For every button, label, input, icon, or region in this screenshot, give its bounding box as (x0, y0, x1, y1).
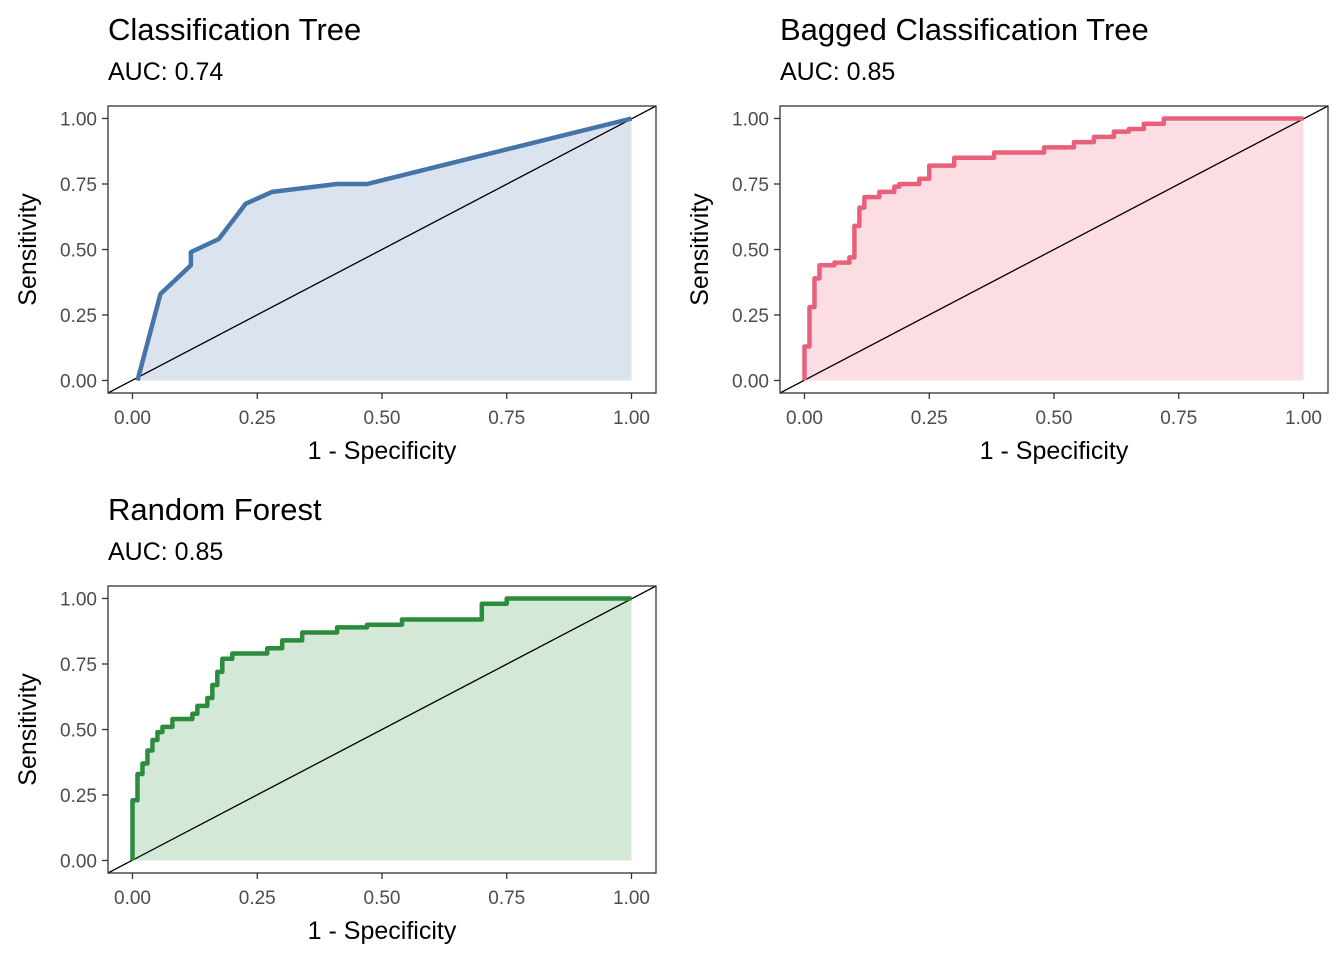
y-tick-label: 1.00 (60, 590, 97, 611)
y-tick-label: 0.75 (732, 175, 769, 196)
roc-plot: 0.00 0.25 0.50 0.75 1.00 0.00 0.25 0.50 0.75 1.00… (14, 585, 657, 945)
x-tick-label: 0.50 (364, 888, 401, 909)
x-tick-label: 0.25 (239, 408, 276, 429)
chart-subtitle: AUC: 0.85 (108, 538, 224, 566)
y-tick-label: 0.75 (60, 655, 97, 676)
y-tick-label: 0.75 (60, 175, 97, 196)
x-axis-label: 1 - Specificity (308, 437, 457, 465)
chart-title: Classification Tree (108, 12, 362, 47)
x-tick-label: 0.75 (488, 888, 525, 909)
roc-curve (135, 116, 633, 382)
x-tick-label: 0.00 (786, 408, 823, 429)
x-tick-label: 1.00 (1285, 408, 1322, 429)
x-tick-label: 1.00 (613, 888, 650, 909)
panel-classification-tree: Classification Tree AUC: 0.74 0.00 0.25 0.… (0, 0, 672, 480)
chart-title: Random Forest (108, 492, 322, 527)
x-tick-label: 0.25 (239, 888, 276, 909)
panel-random-forest: Random Forest AUC: 0.85 0.00 0.25 0.50 0.75… (0, 480, 672, 960)
x-axis-label: 1 - Specificity (308, 917, 457, 945)
x-tick-label: 0.00 (114, 888, 151, 909)
y-axis-label: Sensitivity (686, 193, 714, 306)
roc-plot: 0.00 0.25 0.50 0.75 1.00 0.00 0.25 0.50 0.75 1.00… (686, 105, 1329, 465)
x-axis-label: 1 - Specificity (980, 437, 1129, 465)
reference-diagonal (108, 586, 656, 873)
y-tick-label: 0.00 (60, 372, 97, 393)
y-axis-label: Sensitivity (14, 673, 42, 786)
reference-diagonal (780, 106, 1328, 393)
y-tick-label: 0.50 (60, 241, 97, 262)
roc-plot: 0.00 0.25 0.50 0.75 1.00 0.00 0.25 0.50 0.75 1.00… (14, 105, 657, 465)
y-tick-label: 0.00 (60, 852, 97, 873)
y-tick-label: 0.50 (60, 721, 97, 742)
chart-title: Bagged Classification Tree (780, 12, 1149, 47)
y-tick-label: 0.25 (60, 306, 97, 327)
y-axis-label: Sensitivity (14, 193, 42, 306)
roc-curve (130, 596, 632, 861)
y-tick-label: 0.25 (60, 786, 97, 807)
chart-subtitle: AUC: 0.74 (108, 58, 224, 86)
x-tick-label: 0.50 (364, 408, 401, 429)
x-tick-label: 0.50 (1036, 408, 1073, 429)
x-tick-label: 0.75 (1160, 408, 1197, 429)
y-tick-label: 0.50 (732, 241, 769, 262)
x-tick-label: 0.75 (488, 408, 525, 429)
y-tick-label: 0.00 (732, 372, 769, 393)
panel-bagged-classification-tree: Bagged Classification Tree AUC: 0.85 0.0… (672, 0, 1344, 480)
roc-curve (802, 116, 1304, 381)
x-tick-label: 0.00 (114, 408, 151, 429)
reference-diagonal (108, 106, 656, 393)
x-tick-label: 1.00 (613, 408, 650, 429)
x-tick-label: 0.25 (911, 408, 948, 429)
chart-subtitle: AUC: 0.85 (780, 58, 896, 86)
y-tick-label: 0.25 (732, 306, 769, 327)
y-tick-label: 1.00 (732, 110, 769, 131)
y-tick-label: 1.00 (60, 110, 97, 131)
